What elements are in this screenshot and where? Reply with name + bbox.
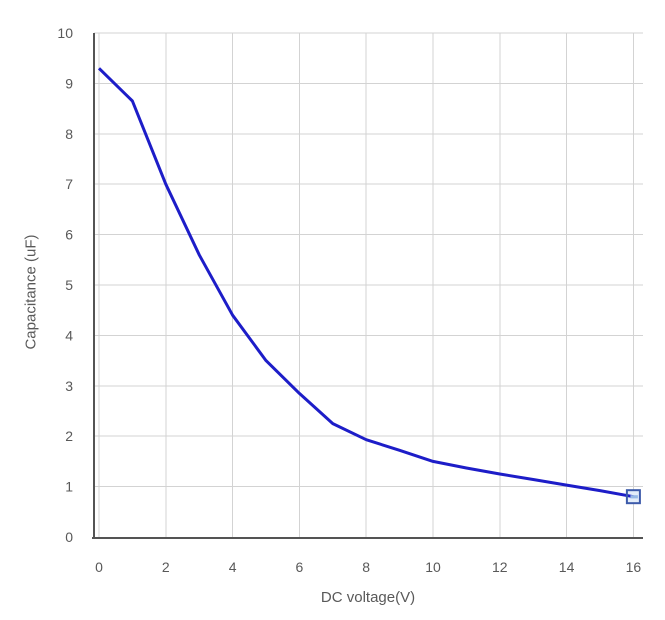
y-tick-label: 2 xyxy=(65,428,73,444)
y-tick-label: 9 xyxy=(65,75,73,91)
x-axis-label: DC voltage(V) xyxy=(320,589,416,606)
y-tick-label: 10 xyxy=(57,25,73,41)
y-tick-label: 0 xyxy=(65,529,73,545)
end-point-marker xyxy=(625,489,641,505)
y-axis-label: Capacitance (uF) xyxy=(22,234,40,350)
x-tick-label: 10 xyxy=(425,559,441,575)
y-tick-label: 5 xyxy=(65,277,73,293)
x-tick-label: 12 xyxy=(492,559,508,575)
x-tick-label: 2 xyxy=(162,559,170,575)
end-point-marker-dash xyxy=(630,495,638,499)
x-tick-label: 8 xyxy=(362,559,370,575)
y-tick-label: 3 xyxy=(65,378,73,394)
x-tick-label: 14 xyxy=(559,559,575,575)
x-tick-label: 0 xyxy=(95,559,103,575)
x-tick-label: 6 xyxy=(296,559,304,575)
x-tick-label: 4 xyxy=(229,559,237,575)
y-tick-label: 1 xyxy=(65,479,73,495)
y-tick-label: 4 xyxy=(65,327,73,343)
y-tick-label: 6 xyxy=(65,227,73,243)
y-tick-label: 7 xyxy=(65,176,73,192)
y-tick-label: 8 xyxy=(65,126,73,142)
x-tick-label: 16 xyxy=(626,559,642,575)
capacitance-curve xyxy=(97,67,634,499)
